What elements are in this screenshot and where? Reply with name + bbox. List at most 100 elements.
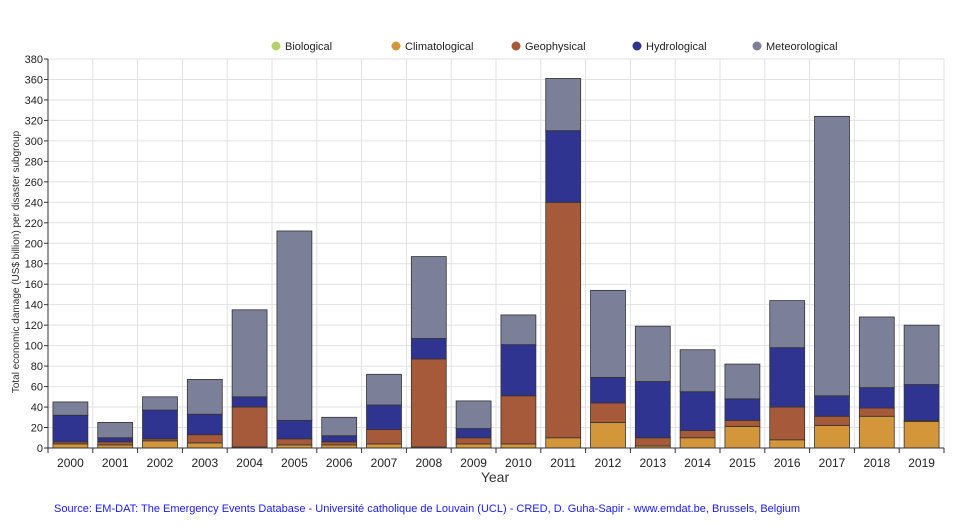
y-tick-label: 240 (25, 197, 43, 209)
bar-hydrological-2000 (52, 414, 89, 443)
bar-hydrological-2006 (321, 435, 358, 443)
bar-climatological-2014 (679, 437, 716, 449)
bar-hydrological-2011 (545, 130, 582, 203)
bar-meteorological-2002 (142, 396, 178, 411)
bar-climatological-2003 (186, 442, 223, 449)
bar-meteorological-2004 (231, 309, 268, 398)
bar-hydrological-2007 (366, 404, 402, 430)
bar-hydrological-2019 (903, 384, 940, 421)
y-tick-label: 180 (25, 259, 43, 271)
bar-geophysical-2013 (634, 437, 671, 447)
axes (44, 58, 945, 453)
bar-meteorological-2010 (500, 314, 537, 346)
bar-meteorological-2001 (97, 422, 134, 439)
legend-marker (271, 41, 281, 51)
bar-geophysical-2015 (724, 419, 761, 427)
x-tick-label: 2004 (236, 456, 263, 470)
x-tick-label: 2003 (191, 456, 218, 470)
bar-meteorological-2016 (769, 300, 806, 349)
bar-geophysical-2016 (769, 406, 806, 441)
x-tick-label: 2001 (102, 456, 129, 470)
legend-label: Geophysical (525, 41, 586, 53)
y-tick-label: 20 (31, 423, 43, 435)
legend-label: Climatological (405, 41, 473, 53)
x-tick-label: 2006 (326, 456, 353, 470)
legend-marker (752, 41, 762, 51)
y-tick-label: 60 (31, 382, 43, 394)
bar-geophysical-2006 (321, 441, 358, 446)
bar-climatological-2016 (769, 439, 806, 449)
bar-hydrological-2016 (769, 347, 806, 408)
x-tick-label: 2012 (595, 456, 622, 470)
x-tick-labels: 2000 2001 2002 2003 2004 2005 2006 2007 2008 2009… (57, 456, 935, 470)
bar-meteorological-2009 (455, 400, 492, 429)
bar-meteorological-2000 (52, 401, 89, 416)
bar-meteorological-2005 (276, 230, 313, 421)
bar-geophysical-2009 (455, 437, 492, 445)
bar-meteorological-2017 (814, 115, 850, 397)
legend-item-geophysical[interactable]: Geophysical (511, 41, 586, 53)
bar-hydrological-2010 (500, 344, 537, 397)
legend-item-climatological[interactable]: Climatological (391, 41, 474, 53)
y-tick-label: 320 (25, 115, 43, 127)
legend-item-meteorological[interactable]: Meteorological (752, 41, 838, 53)
bar-climatological-2000 (52, 443, 89, 449)
x-tick-label: 2015 (729, 456, 756, 470)
bar-meteorological-2012 (590, 289, 626, 378)
x-tick-label: 2017 (819, 456, 846, 470)
x-tick-label: 2008 (415, 456, 442, 470)
bar-meteorological-2019 (903, 324, 940, 385)
bars (52, 78, 940, 449)
bar-hydrological-2008 (410, 338, 447, 360)
y-tick-label: 100 (25, 341, 43, 353)
bar-geophysical-2001 (97, 441, 134, 446)
bar-hydrological-2018 (858, 387, 895, 409)
y-tick-label: 300 (25, 136, 43, 148)
y-axis-label: Total economic damage (US$ billion) per … (11, 130, 22, 393)
bar-hydrological-2009 (455, 428, 492, 439)
x-tick-label: 2016 (774, 456, 801, 470)
bar-hydrological-2001 (97, 437, 134, 443)
y-tick-label: 200 (25, 238, 43, 250)
bar-meteorological-2006 (321, 416, 358, 437)
x-tick-label: 2013 (639, 456, 666, 470)
bar-meteorological-2014 (679, 349, 716, 393)
grid-lines (47, 58, 945, 449)
bar-meteorological-2018 (858, 316, 895, 389)
legend-marker (511, 41, 521, 51)
bar-geophysical-2004 (231, 406, 268, 448)
bar-climatological-2009 (455, 443, 492, 449)
legend-item-hydrological[interactable]: Hydrological (632, 41, 707, 53)
x-tick-label: 2002 (147, 456, 174, 470)
legend-item-biological[interactable]: Biological (271, 41, 333, 53)
bar-hydrological-2012 (590, 376, 626, 404)
bar-climatological-2015 (724, 426, 761, 449)
y-tick-label: 0 (37, 443, 43, 455)
legend-label: Hydrological (646, 41, 707, 53)
bar-climatological-2019 (903, 420, 940, 449)
y-tick-label: 140 (25, 300, 43, 312)
bar-climatological-2010 (500, 443, 537, 449)
x-tick-label: 2009 (460, 456, 487, 470)
bar-meteorological-2011 (545, 78, 582, 132)
legend-label: Meteorological (766, 41, 838, 53)
legend-label: Biological (285, 41, 332, 53)
bar-meteorological-2015 (724, 363, 761, 400)
bar-geophysical-2003 (186, 434, 223, 444)
y-tick-label: 380 (25, 54, 43, 66)
bar-hydrological-2004 (231, 396, 268, 408)
y-tick-label: 40 (31, 402, 43, 414)
x-tick-label: 2000 (57, 456, 84, 470)
x-tick-label: 2018 (863, 456, 890, 470)
bar-geophysical-2018 (858, 407, 895, 417)
y-tick-label: 160 (25, 279, 43, 291)
y-tick-labels: 0 20 40 60 80 100 120 140 160 180 200 220 240 260 280 3… (25, 54, 43, 455)
bar-climatological-2011 (545, 437, 582, 449)
y-tick-label: 340 (25, 95, 43, 107)
bar-geophysical-2010 (500, 395, 537, 445)
x-tick-label: 2007 (371, 456, 398, 470)
bar-climatological-2018 (858, 415, 895, 449)
x-tick-label: 2019 (908, 456, 935, 470)
bar-climatological-2017 (814, 425, 850, 449)
